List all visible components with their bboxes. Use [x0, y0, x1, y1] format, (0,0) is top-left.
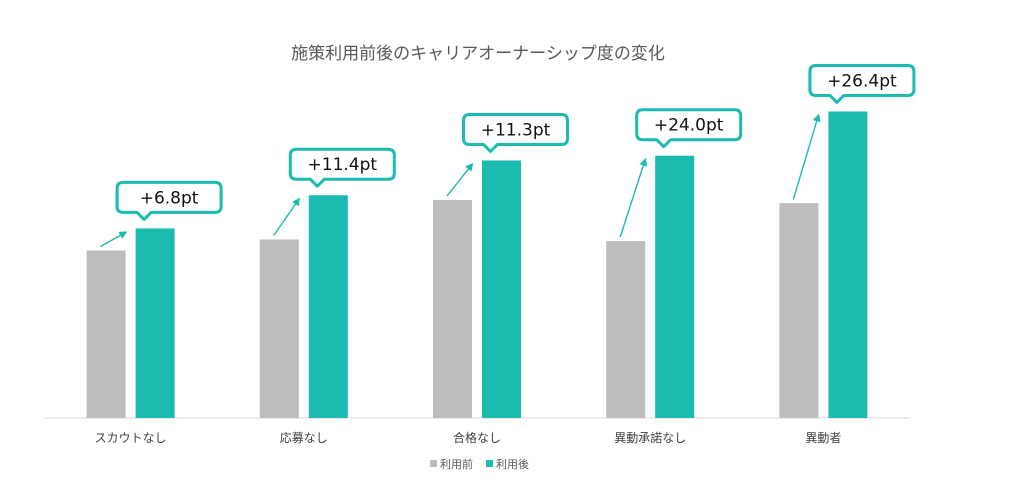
legend: 利用前 利用後	[430, 457, 529, 471]
bar-after	[828, 111, 868, 418]
bar-group	[86, 111, 868, 418]
callout-label: +26.4pt	[827, 71, 897, 91]
increase-arrow	[100, 231, 128, 248]
bar-before	[433, 199, 472, 418]
callout-label: +11.3pt	[481, 120, 551, 140]
category-label: 異動承諾なし	[614, 430, 686, 445]
legend-label-before: 利用前	[440, 457, 473, 471]
callout-group: +6.8pt +11.4pt +11.3pt +24.0pt +26.4pt	[115, 63, 916, 221]
callout-bubble	[115, 180, 223, 221]
bar-after	[482, 160, 521, 418]
callout-bubble	[288, 147, 396, 188]
callout-bubble	[462, 112, 569, 153]
callout-bubble	[808, 63, 916, 104]
category-labels: スカウトなし 応募なし 合格なし 異動承諾なし 異動者	[95, 430, 842, 445]
arrow-group	[100, 113, 821, 248]
category-label: 異動者	[805, 431, 841, 445]
increase-arrow	[273, 197, 300, 236]
bar-after	[308, 195, 348, 418]
bar-before	[606, 241, 646, 418]
callout-label: +11.4pt	[308, 155, 378, 175]
legend-swatch-before	[430, 460, 437, 467]
callout-bubble	[635, 108, 743, 149]
bar-before	[86, 250, 126, 418]
category-label: 合格なし	[453, 430, 501, 445]
legend-swatch-after	[486, 460, 493, 467]
callout-label: +6.8pt	[140, 188, 199, 208]
increase-arrow	[619, 157, 648, 238]
bar-after	[135, 228, 175, 418]
legend-label-after: 利用後	[496, 457, 529, 471]
increase-arrow	[446, 162, 474, 197]
bar-before	[259, 239, 299, 418]
category-label: スカウトなし	[95, 431, 167, 445]
increase-arrow	[792, 113, 821, 200]
bar-before	[779, 203, 819, 418]
chart-title: 施策利用前後のキャリアオーナーシップ度の変化	[291, 44, 665, 64]
bar-after	[655, 155, 695, 418]
callout-label: +24.0pt	[654, 116, 724, 136]
category-label: 応募なし	[280, 431, 328, 445]
